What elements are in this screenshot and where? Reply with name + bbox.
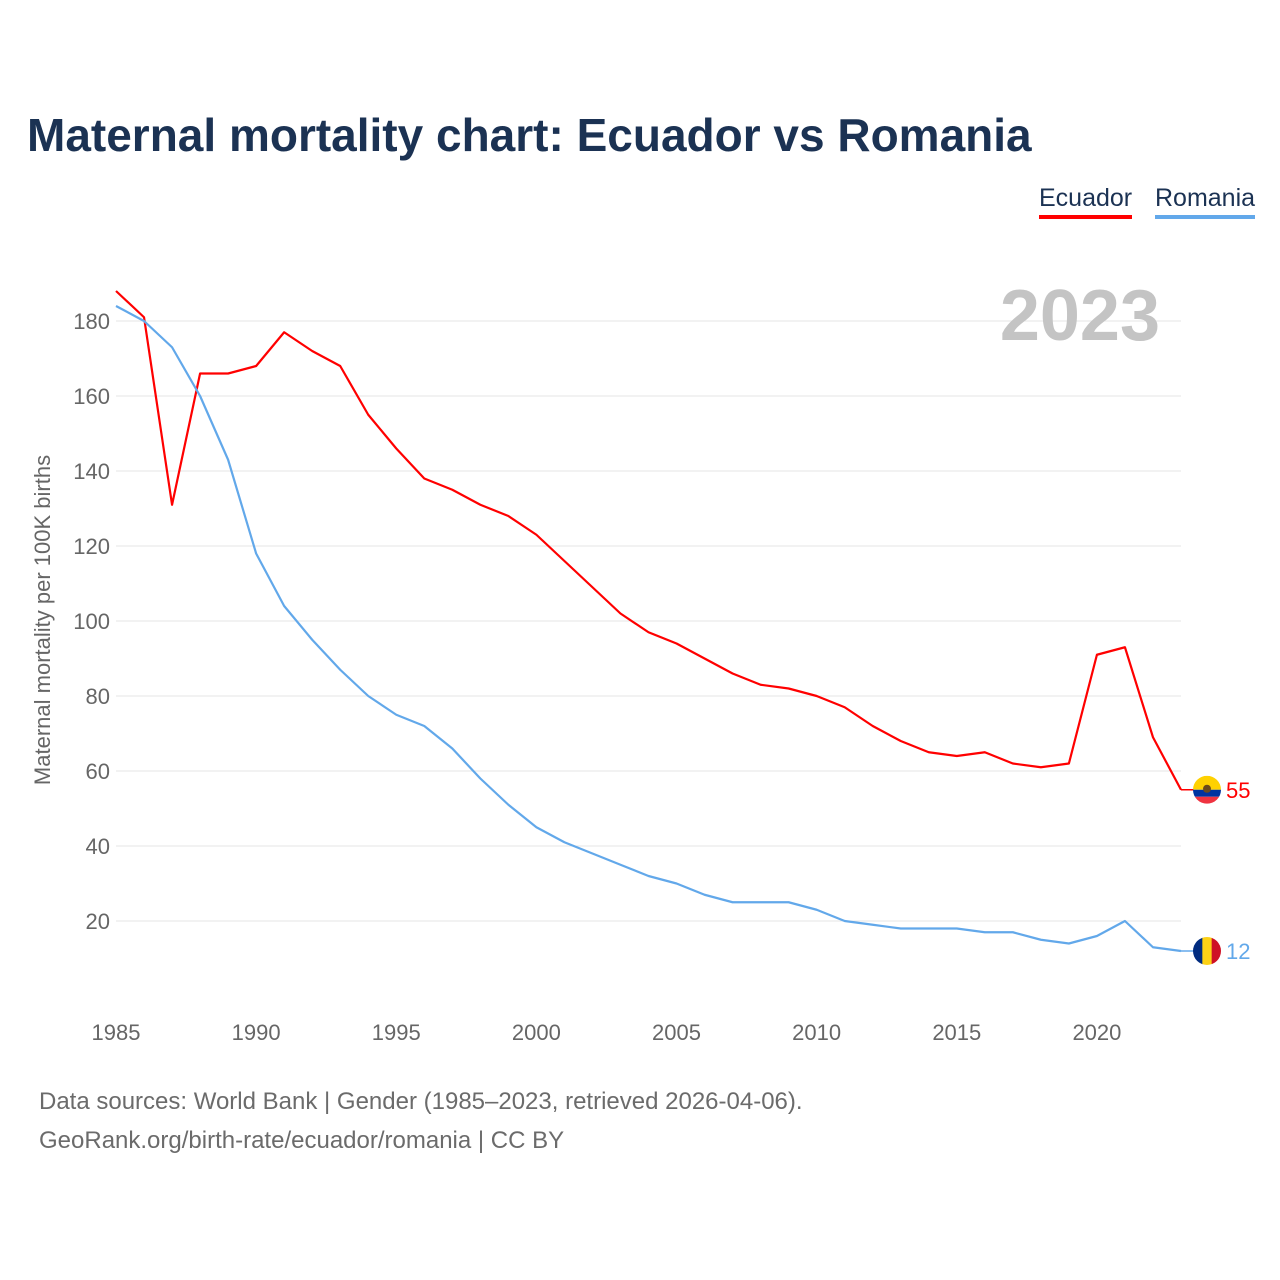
y-tick-label: 60 <box>86 759 110 784</box>
x-tick-label: 1985 <box>92 1020 141 1045</box>
x-tick-label: 2010 <box>792 1020 841 1045</box>
flag-stripe <box>1202 937 1213 965</box>
series-line-romania <box>115 305 1182 953</box>
legend-ecuador[interactable]: Ecuador <box>1039 184 1133 219</box>
y-tick-label: 160 <box>73 384 110 409</box>
x-tick-label: 2005 <box>652 1020 701 1045</box>
romania-flag-icon <box>1193 937 1221 965</box>
y-tick-label: 120 <box>73 534 110 559</box>
flag-stripe <box>1193 796 1221 804</box>
x-tick-label: 2015 <box>932 1020 981 1045</box>
x-tick-label: 2020 <box>1072 1020 1121 1045</box>
x-tick-label: 1995 <box>372 1020 421 1045</box>
y-tick-label: 140 <box>73 459 110 484</box>
x-tick-label: 1990 <box>232 1020 281 1045</box>
year-label: 2023 <box>1000 276 1160 356</box>
y-tick-label: 20 <box>86 909 110 934</box>
end-value-label: 12 <box>1226 939 1250 964</box>
ecuador-flag-icon <box>1193 775 1221 804</box>
y-tick-label: 80 <box>86 684 110 709</box>
end-value-label: 55 <box>1226 778 1250 803</box>
chart-title: Maternal mortality chart: Ecuador vs Rom… <box>27 109 1032 161</box>
flag-stripe <box>1211 937 1221 965</box>
y-tick-label: 100 <box>73 609 110 634</box>
source-link[interactable]: GeoRank.org/birth-rate/ecuador/romania |… <box>39 1127 565 1154</box>
y-axis-label: Maternal mortality per 100K births <box>30 455 55 785</box>
flag-emblem <box>1203 784 1211 793</box>
series-line-ecuador <box>115 290 1182 791</box>
flag-stripe <box>1193 775 1221 790</box>
y-tick-label: 40 <box>86 834 110 859</box>
flag-stripe <box>1193 937 1203 965</box>
source-text: Data sources: World Bank | Gender (1985–… <box>39 1088 803 1115</box>
x-tick-label: 2000 <box>512 1020 561 1045</box>
y-tick-label: 180 <box>73 309 110 334</box>
flag-stripe <box>1193 789 1221 797</box>
legend-romania[interactable]: Romania <box>1155 184 1256 219</box>
